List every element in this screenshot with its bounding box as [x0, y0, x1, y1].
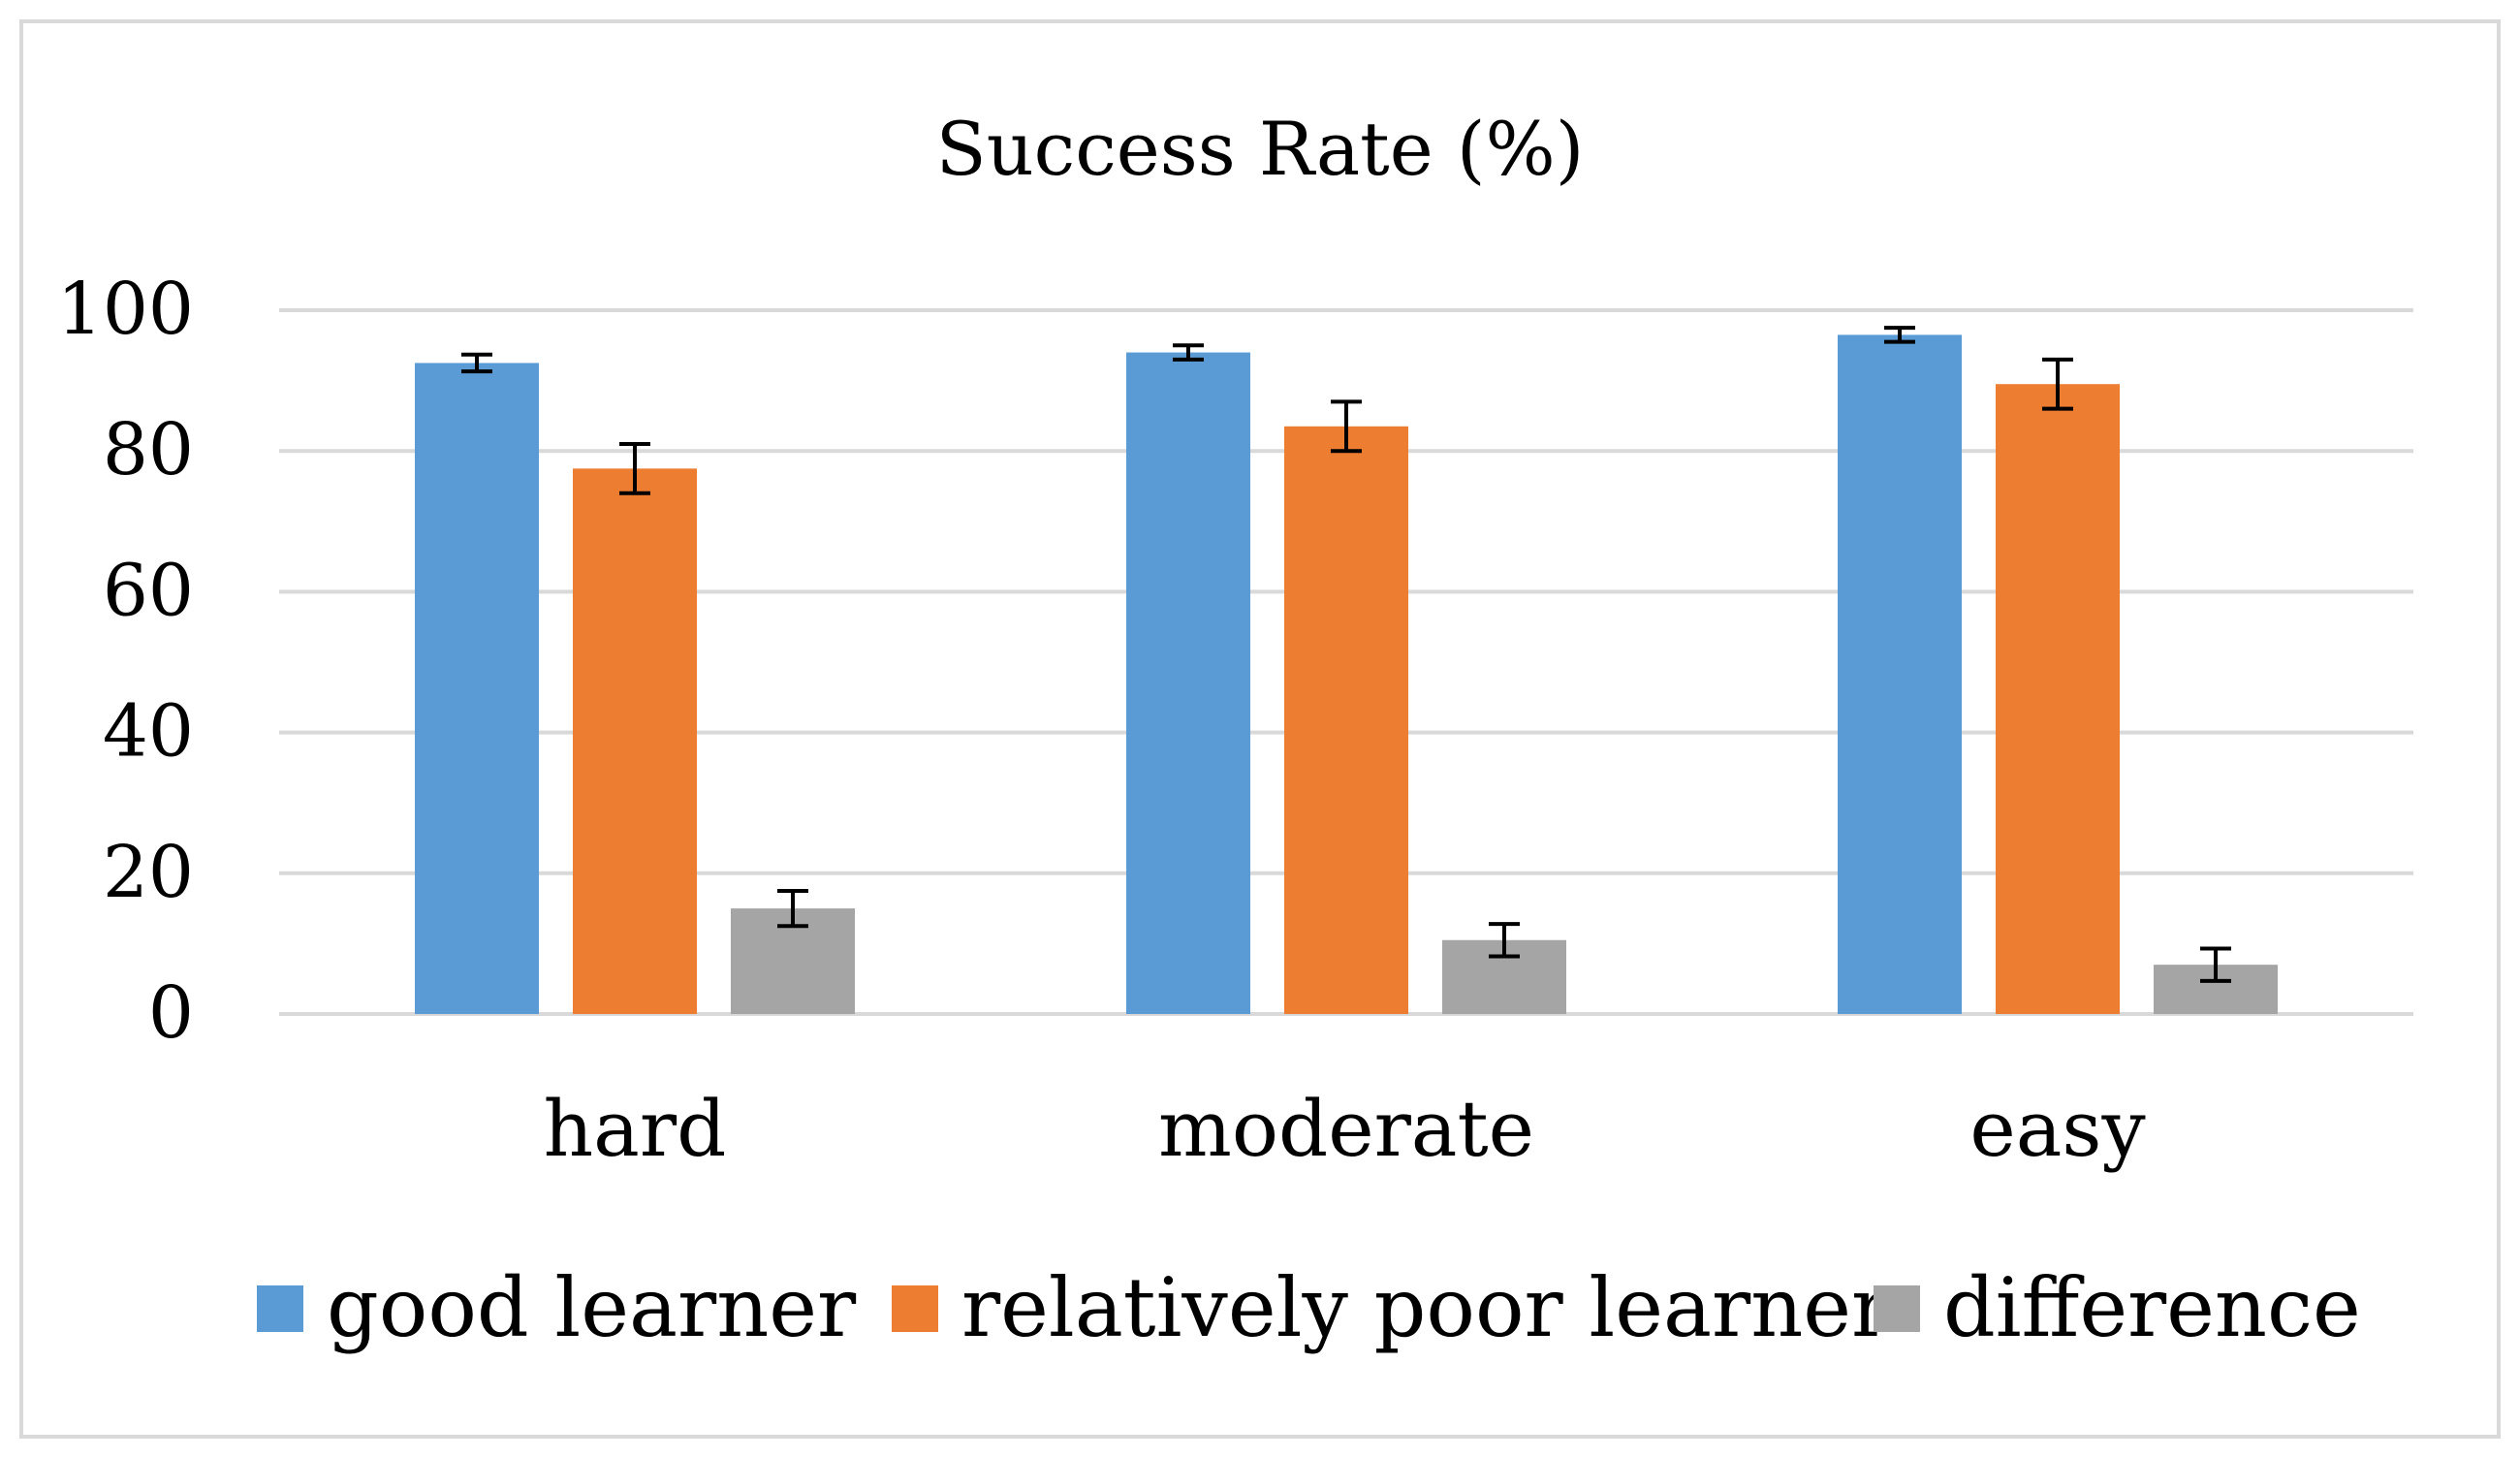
bar-good-learner-hard — [415, 363, 539, 1014]
error-bar-good-learner-moderate — [1173, 343, 1204, 362]
legend-label: good learner — [327, 1260, 857, 1355]
bar-relatively-poor-learner-hard — [573, 468, 697, 1015]
error-bars — [461, 326, 2231, 983]
error-bar-good-learner-hard — [461, 352, 492, 374]
legend-item-relatively-poor-learner: relatively poor learner — [892, 1260, 1891, 1355]
error-bar-relatively-poor-learner-easy — [2042, 357, 2073, 411]
chart-frame — [19, 19, 2501, 1439]
error-bar-relatively-poor-learner-moderate — [1331, 399, 1362, 454]
error-bar-good-learner-easy — [1884, 326, 1915, 344]
error-bar-difference-easy — [2200, 946, 2231, 983]
y-tick-label: 0 — [148, 971, 194, 1055]
x-tick-label: hard — [544, 1084, 727, 1174]
legend-swatch — [1874, 1285, 1920, 1332]
y-tick-label: 80 — [103, 408, 194, 491]
legend-label: relatively poor learner — [961, 1260, 1891, 1355]
y-tick-label: 40 — [103, 690, 194, 774]
x-tick-label: moderate — [1158, 1084, 1534, 1174]
x-tick-label: easy — [1969, 1084, 2145, 1174]
bar-good-learner-easy — [1838, 334, 1962, 1014]
legend-item-difference: difference — [1874, 1260, 2361, 1355]
y-tick-label: 20 — [103, 831, 194, 914]
chart-title: Success Rate (%) — [936, 106, 1585, 192]
legend: good learner relatively poor learner diffe… — [257, 1260, 2361, 1355]
legend-swatch — [257, 1285, 303, 1332]
y-tick-label: 100 — [57, 268, 194, 351]
x-axis-ticks: hard moderate easy — [544, 1084, 2146, 1174]
bars — [415, 334, 2278, 1015]
y-tick-label: 60 — [103, 549, 194, 632]
bar-relatively-poor-learner-easy — [1996, 384, 2120, 1015]
legend-item-good-learner: good learner — [257, 1260, 857, 1355]
bar-relatively-poor-learner-moderate — [1284, 426, 1408, 1014]
legend-label: difference — [1943, 1260, 2361, 1355]
error-bar-relatively-poor-learner-hard — [619, 441, 650, 495]
legend-swatch — [892, 1285, 938, 1332]
error-bar-difference-moderate — [1489, 922, 1520, 959]
bar-good-learner-moderate — [1126, 352, 1250, 1014]
error-bar-difference-hard — [777, 888, 808, 929]
y-axis-ticks: 0 20 40 60 80 100 — [57, 268, 194, 1055]
